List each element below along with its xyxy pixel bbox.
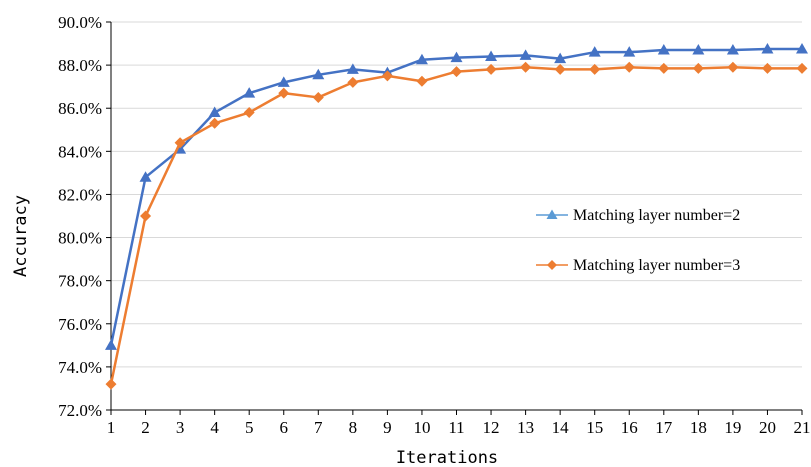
- data-point: [657, 44, 670, 55]
- y-tick-label: 84.0%: [58, 142, 102, 161]
- x-tick-label: 3: [176, 418, 185, 437]
- legend-marker-series-1: [546, 209, 558, 219]
- data-point: [208, 106, 221, 118]
- y-axis-title: Accuracy: [11, 195, 31, 277]
- data-point: [381, 70, 393, 82]
- axes: [106, 21, 803, 415]
- x-tick-label: 14: [552, 418, 570, 437]
- data-point: [761, 62, 773, 74]
- data-point: [312, 91, 324, 103]
- y-tick-label: 76.0%: [58, 315, 102, 334]
- legend-label-series-2: Matching layer number=3: [573, 257, 740, 274]
- data-point: [140, 210, 152, 222]
- legend-label-series-1: Matching layer number=2: [573, 207, 740, 224]
- data-point: [174, 137, 186, 149]
- data-point: [139, 171, 152, 182]
- data-point: [105, 339, 117, 350]
- y-tick-label: 82.0%: [58, 185, 102, 204]
- data-point: [692, 62, 704, 74]
- data-point: [554, 63, 566, 75]
- y-tick-label: 74.0%: [58, 358, 102, 377]
- data-point: [243, 107, 255, 119]
- data-point: [796, 42, 808, 54]
- data-point: [520, 61, 532, 73]
- x-tick-label: 15: [586, 418, 603, 437]
- data-point: [485, 50, 498, 61]
- data-point: [312, 68, 325, 80]
- data-point: [485, 63, 497, 75]
- data-point: [623, 46, 636, 57]
- y-tick-label: 88.0%: [58, 56, 102, 75]
- x-tick-label: 9: [383, 418, 392, 437]
- legend-marker-series-2: [547, 260, 557, 270]
- x-tick-label: 10: [413, 418, 430, 437]
- legend: Matching layer number=2 Matching layer n…: [536, 207, 740, 274]
- legend-item-series-1: Matching layer number=2: [536, 207, 740, 224]
- gridlines: [111, 21, 802, 368]
- data-point: [692, 44, 705, 55]
- x-tick-label: 4: [210, 418, 219, 437]
- series-1: [105, 42, 808, 350]
- data-point: [105, 378, 117, 390]
- x-tick-label: 19: [724, 418, 741, 437]
- x-tick-label: 7: [314, 418, 323, 437]
- data-point: [347, 76, 359, 88]
- y-tick-label: 86.0%: [58, 99, 102, 118]
- x-tick-label: 13: [517, 418, 534, 437]
- data-point: [554, 52, 567, 64]
- data-point: [243, 87, 256, 98]
- data-point: [346, 63, 359, 74]
- x-tick-label: 2: [141, 418, 150, 437]
- data-point: [658, 62, 670, 74]
- x-axis-title: Iterations: [396, 448, 498, 467]
- x-tick-label: 5: [245, 418, 254, 437]
- x-tick-label: 8: [349, 418, 358, 437]
- data-point: [450, 51, 463, 63]
- data-point: [589, 63, 601, 75]
- data-point: [726, 44, 739, 55]
- data-point: [519, 49, 532, 60]
- y-tick-label: 72.0%: [58, 401, 102, 420]
- x-tick-label: 12: [483, 418, 500, 437]
- data-point: [416, 75, 428, 87]
- x-tick-label: 21: [794, 418, 811, 437]
- x-tick-label: 1: [107, 418, 116, 437]
- tick-labels: 72.0% 74.0% 76.0% 78.0% 80.0% 82.0% 84.0% 86.0%…: [58, 13, 810, 437]
- x-tick-label: 16: [621, 418, 638, 437]
- x-tick-label: 11: [448, 418, 464, 437]
- data-point: [761, 42, 774, 54]
- data-point: [278, 87, 290, 99]
- y-tick-label: 90.0%: [58, 13, 102, 32]
- legend-item-series-2: Matching layer number=3: [536, 257, 740, 274]
- data-point: [588, 46, 601, 57]
- series-group: [105, 42, 808, 390]
- data-point: [796, 62, 808, 74]
- data-point: [623, 61, 635, 73]
- data-point: [451, 66, 462, 78]
- series-2: [105, 61, 808, 390]
- data-point: [415, 53, 428, 65]
- y-tick-label: 80.0%: [58, 229, 102, 248]
- series-line-1: [109, 47, 802, 346]
- x-tick-label: 20: [759, 418, 776, 437]
- y-tick-label: 78.0%: [58, 272, 102, 291]
- data-point: [727, 61, 739, 73]
- x-tick-label: 17: [655, 418, 673, 437]
- data-point: [277, 76, 290, 87]
- data-point: [209, 117, 221, 129]
- x-tick-label: 6: [280, 418, 289, 437]
- x-tick-label: 18: [690, 418, 707, 437]
